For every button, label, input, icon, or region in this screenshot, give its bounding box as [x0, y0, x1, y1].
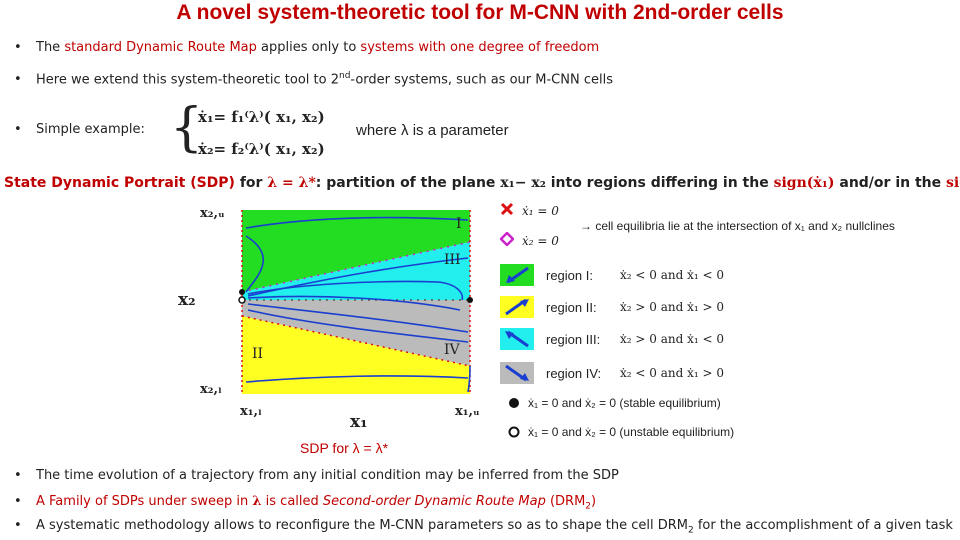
sdp-text: : partition of the plane	[315, 175, 501, 191]
trajectories	[245, 216, 471, 393]
bullet-text: A Family of SDPs under sweep in	[36, 494, 253, 509]
region-gray-area	[242, 300, 470, 366]
sdp-term: State Dynamic Portrait (SDP)	[4, 175, 235, 191]
bullet-text: -order systems, such as our M-CNN cells	[350, 72, 613, 88]
bullet-text: is called	[261, 494, 323, 509]
legend-region-I: region I:	[546, 268, 593, 283]
legend-region-IV-eq: ẋ₂ < 0 and ẋ₁ > 0	[620, 366, 724, 380]
bullet-text: A systematic methodology allows to recon…	[36, 518, 688, 533]
plot-caption: SDP for λ = λ*	[300, 440, 389, 456]
region-II-swatch	[500, 296, 534, 318]
unstable-equilibrium	[238, 296, 246, 304]
legend-x1-nullcline: ẋ₁ = 0	[522, 204, 559, 218]
sdp-text: for	[234, 175, 268, 191]
system-parameter-note: where λ is a parameter	[356, 122, 509, 139]
legend-region-I-eq: ẋ₂ < 0 and ẋ₁ < 0	[620, 268, 724, 282]
bullet-simple-example: • Simple example:	[14, 122, 145, 137]
filled-circle-icon	[509, 398, 519, 408]
magenta-diamond-icon	[499, 231, 515, 247]
bullet-italic: Second-order Dynamic Route Map	[322, 494, 546, 509]
region-II-area	[242, 316, 470, 394]
trajectory	[245, 235, 265, 293]
trajectory	[247, 303, 469, 333]
legend-stable-marker	[508, 396, 520, 414]
legend-region-II-eq: ẋ₂ > 0 and ẋ₁ > 0	[620, 300, 724, 314]
bullet-text: (DRM	[545, 494, 586, 509]
trajectory	[245, 216, 469, 229]
legend-unstable-marker	[508, 425, 520, 443]
legend-region-IV: region IV:	[546, 366, 602, 381]
x-axis-label: x₁	[350, 412, 368, 432]
sdp-sign2: sign(ẋ₂)	[946, 175, 960, 191]
region-label-II: II	[252, 346, 263, 362]
bullet-highlight: systems with one degree of freedom	[360, 40, 600, 55]
bullet-text: applies only to	[256, 40, 361, 55]
sdp-lambda: λ = λ*	[267, 175, 316, 191]
legend-region-III: region III:	[546, 332, 601, 347]
bullet-sup: nd	[339, 71, 351, 81]
legend-x2-nullcline: ẋ₂ = 0	[522, 234, 559, 248]
trajectory	[247, 295, 461, 311]
sdp-text: into regions differing in the	[545, 175, 774, 191]
bullet-sub: 2	[585, 501, 592, 512]
sdp-text: and/or in the	[834, 175, 946, 191]
hollow-circle-icon	[508, 426, 520, 438]
bullet-extension: • Here we extend this system-theoretic to…	[14, 71, 613, 88]
trajectory	[467, 365, 471, 393]
bullet-text: The	[36, 40, 65, 55]
x-axis-left-label: x₁,ₗ	[240, 404, 262, 419]
region-label-IV: IV	[444, 342, 461, 358]
bullet-text: Simple example:	[36, 122, 145, 137]
bullet-standard-drm: • The standard Dynamic Route Map applies …	[14, 40, 600, 55]
system-brace: {	[170, 98, 204, 158]
region-label-I: I	[456, 216, 462, 232]
bullet-text: The time evolution of a trajectory from …	[36, 468, 619, 483]
bullet-text: )	[591, 494, 597, 509]
region-I-area	[242, 210, 470, 292]
bullet-methodology: • A systematic methodology allows to reco…	[14, 518, 953, 536]
region-I-swatch	[500, 264, 534, 286]
stable-equilibrium	[239, 289, 245, 295]
legend-equilibria-note: → cell equilibria lie at the intersectio…	[580, 219, 895, 233]
stable-equilibrium	[467, 297, 473, 303]
x-axis-right-label: x₁,ᵤ	[455, 404, 480, 419]
sdp-sign1: sign(ẋ₁)	[773, 175, 835, 191]
sdp-phase-portrait: I III II IV	[238, 210, 473, 394]
bullet-time-evolution: • The time evolution of a trajectory from…	[14, 468, 619, 483]
bullet-lambda: λ	[252, 494, 262, 509]
bullet-highlight: standard Dynamic Route Map	[64, 40, 257, 55]
region-IV-swatch	[500, 362, 534, 384]
bullet-text: for the accomplishment of a given task	[693, 518, 953, 533]
legend-x1-nullcline-marker	[500, 202, 514, 221]
legend-stable-equilibrium: ẋ₁ = 0 and ẋ₂ = 0 (stable equilibrium)	[528, 396, 721, 410]
system-equation-2: ẋ₂= f₂⁽λ⁾( x₁, x₂)	[198, 140, 325, 158]
region-label-III: III	[444, 252, 461, 268]
trajectory	[247, 280, 464, 301]
system-equation-1: ẋ₁= f₁⁽λ⁾( x₁, x₂)	[198, 108, 325, 126]
y-axis-label: x₂	[178, 290, 196, 310]
trajectory	[247, 309, 469, 343]
trajectory	[245, 375, 469, 383]
sdp-definition: State Dynamic Portrait (SDP) for λ = λ*:…	[4, 175, 960, 191]
legend-x2-nullcline-marker	[499, 231, 515, 251]
y-axis-bottom-label: x₂,ₗ	[200, 382, 222, 397]
sdp-plane: x₁− x₂	[500, 175, 546, 191]
legend-unstable-equilibrium: ẋ₁ = 0 and ẋ₂ = 0 (unstable equilibrium)	[528, 425, 735, 439]
bullet-drm2-definition: • A Family of SDPs under sweep in λ is ca…	[14, 494, 597, 512]
bullet-text: Here we extend this system-theoretic too…	[36, 72, 339, 88]
bullet-sub: 2	[687, 525, 694, 536]
legend-region-II: region II:	[546, 300, 597, 315]
red-cross-icon	[500, 202, 514, 216]
legend-region-III-eq: ẋ₂ > 0 and ẋ₁ < 0	[620, 332, 724, 346]
page-title: A novel system-theoretic tool for M-CNN …	[176, 1, 784, 24]
y-axis-top-label: x₂,ᵤ	[200, 206, 225, 221]
region-III-swatch	[500, 328, 534, 350]
